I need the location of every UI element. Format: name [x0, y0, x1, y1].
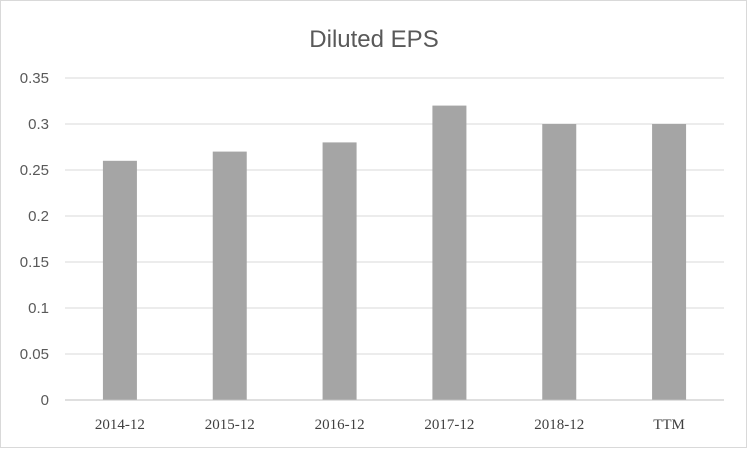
y-tick-label: 0.3 — [28, 116, 49, 133]
bars — [102, 105, 687, 400]
chart-title: Diluted EPS — [309, 26, 438, 53]
bar-2015-12 — [212, 151, 247, 400]
x-tick-label: 2018-12 — [534, 417, 584, 433]
y-tick-label: 0.25 — [20, 162, 49, 179]
x-tick-label: TTM — [653, 417, 685, 433]
bar-2014-12 — [102, 160, 137, 400]
gridlines — [65, 77, 724, 355]
y-axis-ticks: 0 0.05 0.1 0.15 0.2 0.25 0.3 0.35 — [20, 70, 49, 409]
x-tick-label: 2017-12 — [424, 417, 474, 433]
y-tick-label: 0.1 — [28, 300, 49, 317]
x-tick-label: 2016-12 — [315, 417, 365, 433]
x-tick-label: 2015-12 — [205, 417, 255, 433]
y-tick-label: 0 — [41, 392, 49, 409]
bar-2018-12 — [542, 124, 577, 400]
bar-ttm — [652, 124, 687, 400]
x-tick-label: 2014-12 — [95, 417, 145, 433]
y-tick-label: 0.35 — [20, 70, 49, 87]
x-axis-ticks: 2014-12 2015-12 2016-12 2017-12 2018-12 TTM — [95, 417, 685, 433]
bar-2016-12 — [322, 142, 357, 400]
y-tick-label: 0.15 — [20, 254, 49, 271]
bar-2017-12 — [432, 105, 467, 400]
y-tick-label: 0.2 — [28, 208, 49, 225]
y-tick-label: 0.05 — [20, 346, 49, 363]
